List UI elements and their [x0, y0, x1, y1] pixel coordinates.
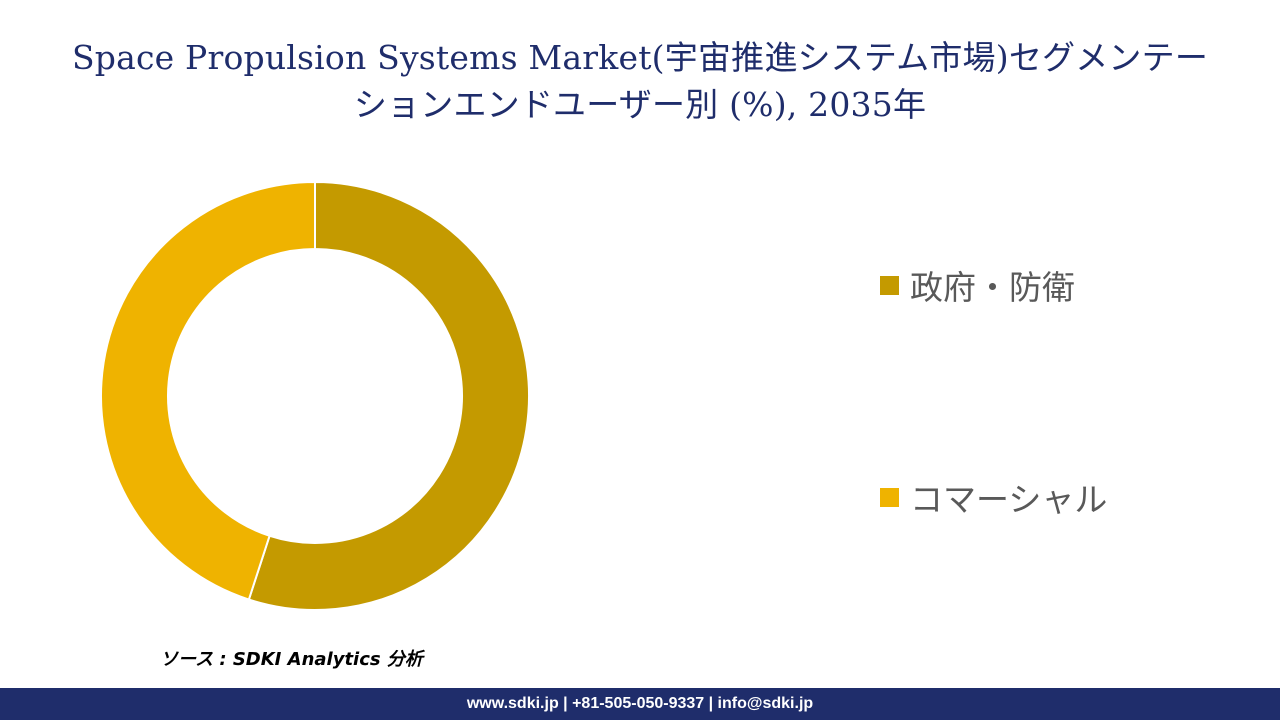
- legend-label-2: コマーシャル: [910, 480, 1108, 519]
- legend-item-2: コマーシャル: [880, 475, 1107, 519]
- footer-bar: www.sdki.jp | +81-505-050-9337 | info@sd…: [0, 688, 1280, 720]
- legend-item-1: 政府・防衛: [880, 263, 1075, 307]
- donut-slice-1: [247, 180, 530, 611]
- chart-title-line-2: ションエンドユーザー別 (%), 2035年: [353, 85, 927, 124]
- chart-title: Space Propulsion Systems Market(宇宙推進システム…: [40, 34, 1240, 128]
- donut-chart: [100, 180, 530, 611]
- legend-label-1: 政府・防衛: [910, 268, 1075, 307]
- legend-swatch-1: [880, 275, 899, 295]
- legend-swatch-2: [880, 487, 899, 507]
- donut-slice-2: [100, 180, 316, 601]
- chart-legend: 政府・防衛コマーシャル: [880, 0, 1260, 720]
- chart-title-line-1: Space Propulsion Systems Market(宇宙推進システム…: [71, 38, 1209, 77]
- source-note: ソース : SDKI Analytics 分析: [160, 649, 423, 670]
